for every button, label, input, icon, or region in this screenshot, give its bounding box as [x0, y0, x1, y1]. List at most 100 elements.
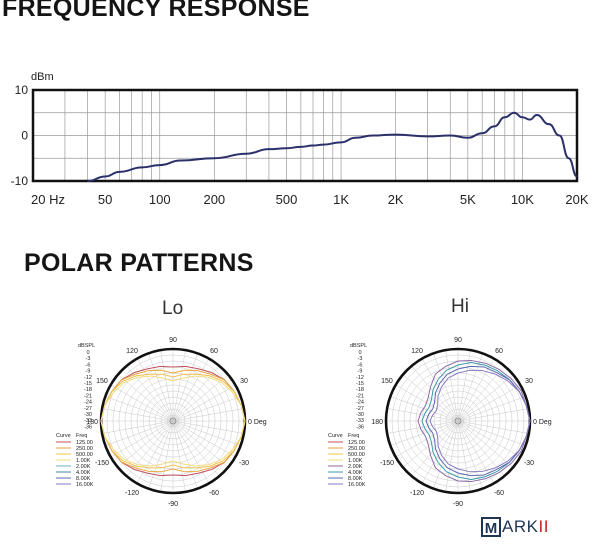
polar-spoke [102, 408, 174, 422]
polar-spoke [395, 420, 459, 458]
polar-spoke [110, 384, 174, 422]
polar-legend-label: 2.00K [348, 464, 363, 470]
polar-rtick-label: -18 [84, 387, 92, 393]
polar-spoke [390, 420, 459, 446]
polar-spoke [457, 420, 521, 458]
polar-legend-label: 250.00 [348, 446, 365, 452]
polar-spoke [457, 420, 514, 468]
polar-ring [124, 372, 222, 470]
polar-ring [112, 360, 234, 482]
polar-spoke [421, 420, 459, 484]
fr-ytick-label: 0 [21, 129, 28, 143]
polar-series-line [425, 365, 531, 477]
fr-xtick-label: 2K [388, 192, 404, 207]
polar-angle-label: -120 [410, 490, 424, 497]
fr-xtick-label: 5K [460, 192, 476, 207]
polar-legend-label: 16.00K [76, 482, 94, 488]
polar-series-line [417, 360, 531, 482]
polar-ring [154, 402, 192, 440]
polar-legend-label: 2.00K [76, 464, 91, 470]
polar-rtick-label: -36 [84, 424, 92, 430]
polar-legend-label: 4.00K [76, 470, 91, 476]
polar-legend-label: 1.00K [348, 458, 363, 464]
polar-spoke [105, 396, 174, 422]
polar-spoke [445, 420, 459, 492]
polar-rtick-label: -36 [356, 424, 364, 430]
polar-series-line [100, 365, 246, 477]
polar-spoke [160, 420, 174, 492]
polar-spoke [457, 384, 521, 422]
polar-ring [142, 390, 204, 452]
polar-rtick-label: -24 [356, 400, 364, 406]
polar-spoke [457, 353, 483, 422]
fr-ytick-label: -10 [11, 174, 29, 188]
polar-legend-label: 8.00K [348, 476, 363, 482]
polar-series-line [421, 362, 531, 480]
polar-spoke [136, 420, 174, 484]
polar-rtick-label: -12 [356, 375, 364, 381]
polar-grid [385, 348, 531, 494]
polar-angle-label: -150 [380, 460, 394, 467]
polar-spoke [160, 350, 174, 422]
polar-angle-label: 180 [86, 419, 98, 426]
polar-angle-label: -60 [209, 490, 219, 497]
logo-accent: II [538, 517, 549, 536]
polar-series-line [100, 375, 246, 467]
logo-text: ARK [502, 517, 539, 536]
polar-spoke [126, 365, 174, 422]
polar-ring [100, 348, 246, 494]
polar-rtick-label: -15 [84, 381, 92, 387]
polar-center [169, 417, 177, 425]
polar-ring [118, 366, 228, 476]
fr-xtick-label: 10K [511, 192, 534, 207]
polar-spoke [102, 420, 174, 434]
polar-spoke [117, 420, 174, 468]
polar-rtick-label: -9 [86, 369, 91, 375]
polar-spoke [172, 365, 220, 422]
logo-m-box: M [481, 517, 501, 537]
polar-spoke [172, 374, 229, 422]
polar-spoke [390, 396, 459, 422]
polar-series-line [100, 369, 246, 473]
polar-angle-label: 180 [371, 419, 383, 426]
fr-xtick-label: 500 [276, 192, 298, 207]
polar-spoke [172, 384, 236, 422]
polar-ring [391, 354, 525, 488]
polar-lo-title: Lo [162, 298, 184, 319]
polar-series-line [429, 369, 531, 473]
polar-legend-header: Freq [76, 433, 87, 439]
polar-ring [421, 384, 495, 458]
polar-spoke [172, 420, 241, 446]
fr-frame [31, 88, 579, 183]
polar-spoke [457, 408, 529, 422]
polar-spoke [445, 350, 459, 422]
polar-legend-label: 1.00K [76, 458, 91, 464]
polar-spoke [172, 420, 229, 468]
polar-rlabel: dBSPL [78, 343, 95, 349]
polar-ring [130, 378, 216, 464]
polar-legend-header: Curve [328, 433, 343, 439]
polar-ring [427, 390, 489, 452]
polar-spoke [172, 420, 244, 434]
polar-spoke [172, 420, 220, 477]
fr-xtick-label: 200 [203, 192, 225, 207]
polar-spoke [411, 365, 459, 422]
polar-angle-label: -90 [453, 501, 463, 508]
polar-angle-label: 60 [210, 348, 218, 355]
polar-spoke [433, 420, 459, 489]
polar-spoke [457, 365, 505, 422]
polar-rtick-label: -15 [356, 381, 364, 387]
polar-ring [385, 348, 531, 494]
polar-center [454, 417, 462, 425]
fr-response-line [87, 111, 578, 182]
polar-spoke [105, 420, 174, 446]
frequency-response-heading: FREQUENCY RESPONSE [2, 0, 310, 22]
polar-spoke [172, 358, 210, 422]
polar-spoke [433, 353, 459, 422]
polar-spoke [148, 420, 174, 489]
polar-spoke [172, 420, 210, 484]
polar-angle-label: 150 [96, 378, 108, 385]
polar-spoke [387, 408, 459, 422]
polar-legend-header: Freq [348, 433, 359, 439]
fr-ylabel: dBm [31, 71, 54, 83]
